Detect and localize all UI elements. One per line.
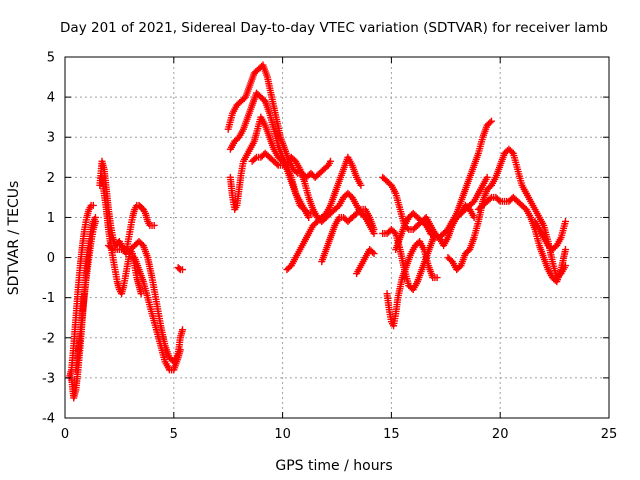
series-trace-5 (98, 173, 145, 298)
data-point (561, 217, 569, 225)
data-point (150, 221, 158, 229)
plot-frame (64, 56, 610, 419)
grid-lines (65, 57, 609, 418)
series-trace-4 (96, 157, 158, 258)
y-tick-label: 1 (47, 211, 55, 226)
data-point (107, 244, 115, 252)
series-trace-15 (353, 246, 378, 278)
y-tick-label: -2 (42, 331, 55, 346)
series-trace-3 (72, 217, 99, 374)
chart-title: Day 201 of 2021, Sidereal Day-to-day VTE… (60, 20, 608, 36)
series-trace-12 (248, 149, 378, 237)
data-point (390, 228, 398, 236)
data-point (508, 148, 516, 156)
data-point (561, 246, 569, 254)
data-point (486, 119, 494, 127)
data-point (433, 274, 441, 282)
data-point (176, 346, 184, 354)
data-point (89, 201, 97, 209)
x-tick-label: 20 (492, 427, 509, 442)
series-trace-7 (131, 254, 184, 374)
series-trace-13 (283, 153, 365, 274)
data-point (370, 225, 378, 233)
x-tick-label: 0 (61, 427, 69, 442)
data-point (273, 160, 281, 168)
data-point (179, 326, 187, 334)
y-tick-label: 5 (47, 51, 55, 66)
data-point (429, 232, 437, 240)
y-axis-label: SDTVAR / TECUs (6, 181, 22, 296)
series-trace-9 (224, 61, 334, 181)
x-tick-label: 25 (601, 427, 618, 442)
data-point (251, 155, 259, 163)
y-tick-label: 3 (47, 131, 55, 146)
data-point (91, 217, 99, 225)
data-point (357, 181, 365, 189)
data-point (370, 250, 378, 258)
series-trace-11 (226, 113, 313, 221)
y-tick-label: 4 (47, 91, 55, 106)
series-trace-19 (392, 201, 478, 254)
x-tick-label: 10 (274, 427, 291, 442)
data-point (369, 248, 377, 256)
y-tick-label: 0 (47, 251, 55, 266)
series-trace-18 (383, 238, 441, 330)
data-point (486, 195, 494, 203)
data-point (487, 117, 495, 125)
data-point (483, 173, 491, 181)
y-tick-label: -3 (42, 371, 55, 386)
series-trace-21 (474, 193, 569, 286)
data-point (326, 157, 334, 165)
axis-ticks: 0 5 10 15 20 25 -4 -3 -2 -1 0 1 2 3 4 5 (42, 51, 617, 443)
series-trace-14 (318, 205, 378, 266)
series-trace-1 (65, 201, 97, 382)
x-axis-label: GPS time / hours (275, 458, 392, 474)
x-tick-label: 15 (383, 427, 400, 442)
series-trace-22 (531, 217, 569, 254)
y-tick-label: 2 (47, 171, 55, 186)
data-point (179, 266, 187, 274)
data-point (495, 196, 503, 204)
data-point (305, 213, 313, 221)
x-tick-label: 5 (170, 427, 178, 442)
y-tick-label: -1 (42, 291, 55, 306)
data-series (65, 61, 569, 402)
series-trace-8 (174, 264, 187, 274)
data-point (355, 207, 363, 215)
data-point (175, 265, 183, 273)
y-tick-label: -4 (42, 412, 55, 427)
